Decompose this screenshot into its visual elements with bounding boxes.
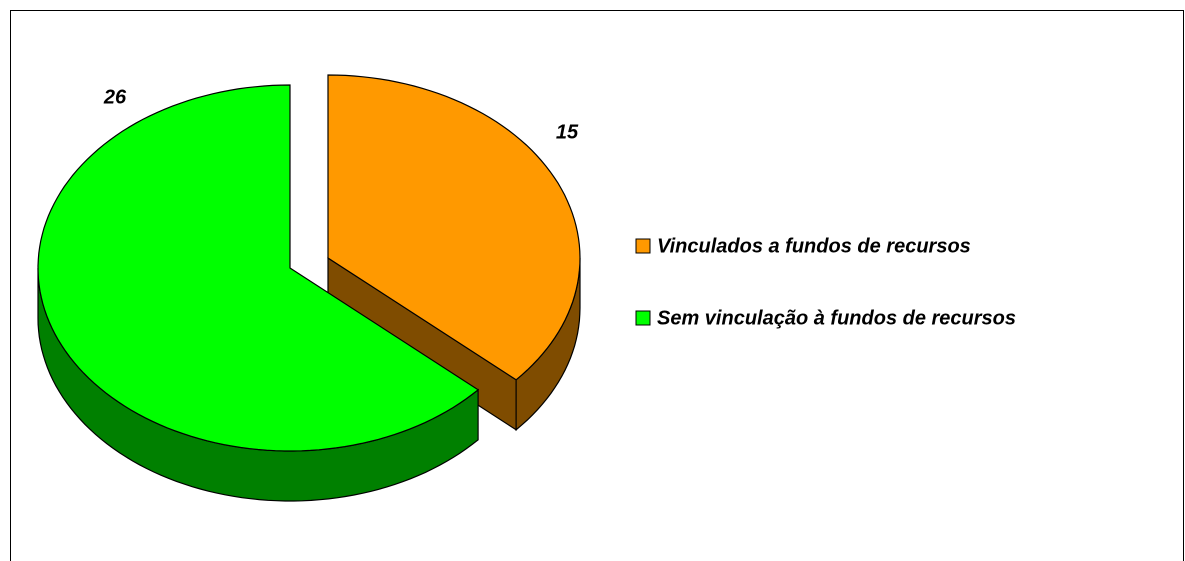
- data-label: 15: [556, 121, 579, 143]
- legend-label: Vinculados a fundos de recursos: [657, 235, 971, 257]
- data-label: 26: [103, 86, 127, 108]
- legend-swatch: [635, 310, 651, 326]
- legend-swatch: [635, 238, 651, 254]
- slice: [37, 84, 480, 452]
- legend-label: Sem vinculação à fundos de recursos: [657, 307, 1016, 329]
- slice: [327, 74, 581, 381]
